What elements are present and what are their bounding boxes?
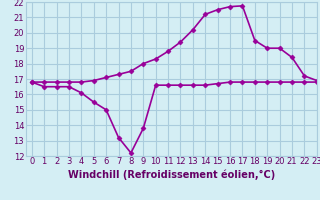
X-axis label: Windchill (Refroidissement éolien,°C): Windchill (Refroidissement éolien,°C) <box>68 169 275 180</box>
